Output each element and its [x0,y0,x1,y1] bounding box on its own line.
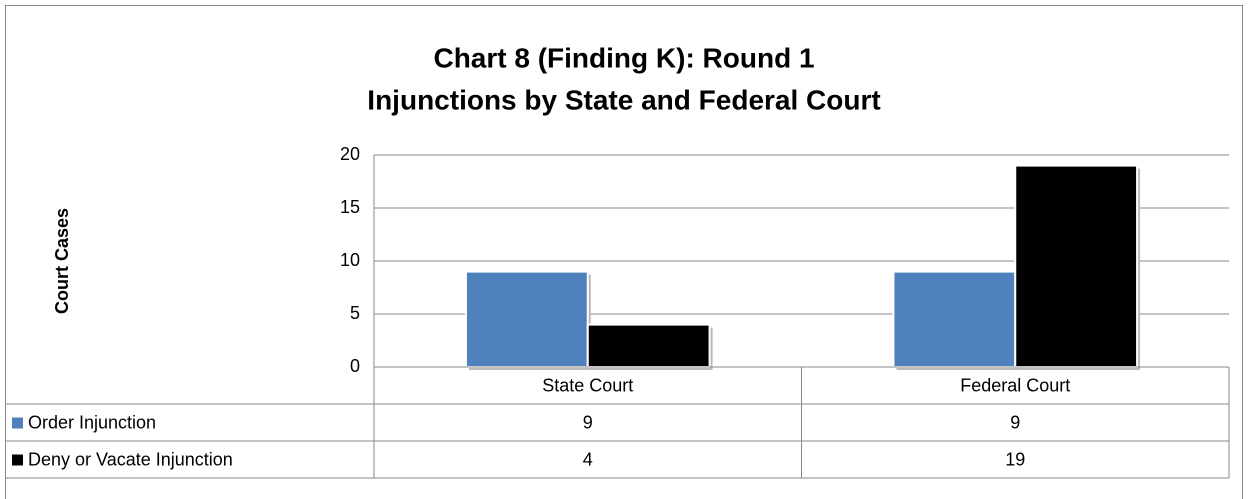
legend-label: Order Injunction [28,412,156,432]
y-tick-label: 15 [340,197,360,217]
bar [586,323,711,369]
bar [1014,164,1139,368]
y-tick-label: 0 [350,356,360,376]
table-value: 9 [583,412,593,432]
y-tick-label: 20 [340,144,360,164]
y-tick-label: 5 [350,303,360,323]
chart-title: Chart 8 (Finding K): Round 1 [433,42,814,73]
bar [892,270,1017,369]
chart-title: Injunctions by State and Federal Court [367,84,880,115]
table-value: 9 [1010,412,1020,432]
legend-swatch [12,454,23,466]
table-value: 4 [583,449,593,469]
x-tick-label: State Court [542,375,633,395]
y-axis-label: Court Cases [52,208,72,314]
table-value: 19 [1005,449,1025,469]
y-tick-label: 10 [340,250,360,270]
legend-label: Deny or Vacate Injunction [28,449,233,469]
bar [464,270,589,369]
x-tick-label: Federal Court [960,375,1070,395]
legend-swatch [12,417,23,429]
